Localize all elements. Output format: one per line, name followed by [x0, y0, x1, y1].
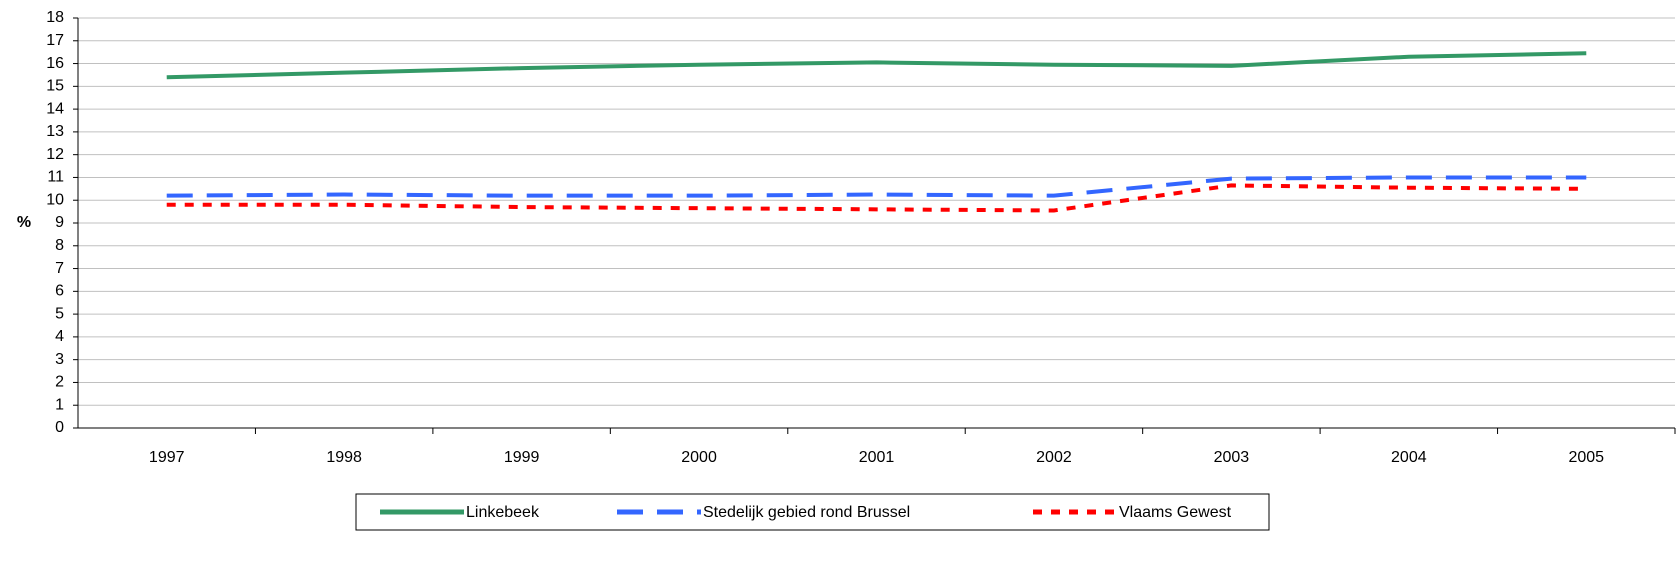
legend-label: Vlaams Gewest [1119, 504, 1232, 521]
line-series [166, 175, 1587, 198]
legend-label: Stedelijk gebied rond Brussel [703, 504, 910, 521]
x-tick-label: 2001 [859, 449, 895, 466]
x-tick-label: 2002 [1036, 449, 1072, 466]
y-tick-label: 1 [55, 396, 64, 413]
y-tick-label: 16 [46, 55, 64, 72]
legend-label: Linkebeek [466, 504, 540, 521]
y-tick-label: 0 [55, 419, 64, 436]
x-tick-label: 2003 [1214, 449, 1250, 466]
line-series [166, 51, 1587, 80]
legend-box [355, 493, 1270, 531]
y-tick-label: 2 [55, 374, 64, 391]
y-tick-label: 3 [55, 351, 64, 368]
y-tick-label: 12 [46, 146, 64, 163]
x-tick-label: 2005 [1568, 449, 1604, 466]
y-tick-label: 11 [47, 169, 64, 186]
y-tick-label: 18 [46, 9, 64, 26]
y-tick-label: 7 [55, 260, 64, 277]
y-tick-label: 14 [46, 100, 64, 117]
y-tick-label: 8 [55, 237, 64, 254]
x-tick-label: 2000 [681, 449, 717, 466]
y-tick-label: 5 [55, 305, 64, 322]
x-tick-label: 2004 [1391, 449, 1427, 466]
y-tick-label: 13 [46, 123, 64, 140]
line-series [166, 183, 1587, 213]
x-tick-label: 1997 [149, 449, 185, 466]
y-tick-label: 9 [55, 214, 64, 231]
x-tick-label: 1998 [326, 449, 362, 466]
y-tick-label: 15 [46, 78, 64, 95]
y-tick-label: 10 [46, 191, 64, 208]
y-axis-label: % [17, 214, 31, 231]
x-tick-label: 1999 [504, 449, 540, 466]
y-tick-label: 4 [55, 328, 64, 345]
y-tick-label: 6 [55, 283, 64, 300]
y-tick-label: 17 [46, 32, 64, 49]
